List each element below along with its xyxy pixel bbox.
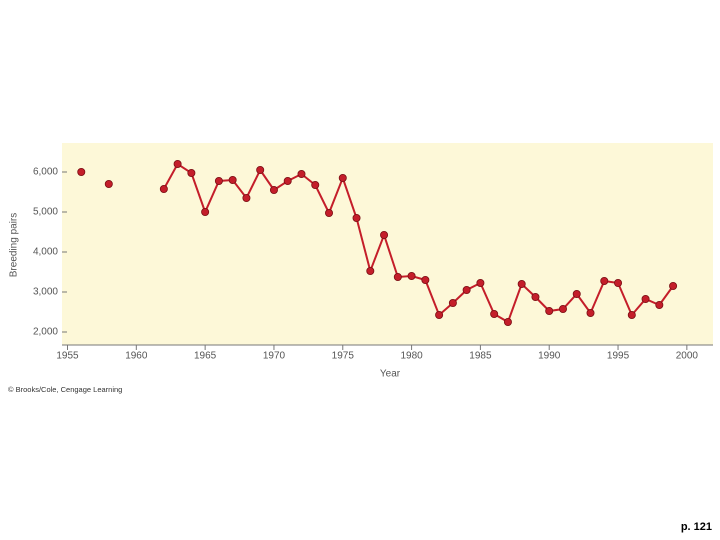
y-tick-label: 5,000 bbox=[33, 207, 58, 218]
y-tick-label: 4,000 bbox=[33, 247, 58, 258]
data-point bbox=[448, 298, 457, 307]
data-point bbox=[366, 266, 375, 275]
data-point bbox=[572, 289, 581, 298]
data-point bbox=[104, 179, 113, 188]
data-point bbox=[297, 169, 306, 178]
data-point bbox=[614, 278, 623, 287]
data-point bbox=[201, 207, 210, 216]
data-point bbox=[421, 275, 430, 284]
x-axis-label: Year bbox=[380, 369, 401, 380]
x-tick-label: 1970 bbox=[263, 351, 286, 362]
x-tick-label: 1975 bbox=[332, 351, 355, 362]
page-number: p. 121 bbox=[681, 521, 712, 533]
x-tick-label: 1985 bbox=[469, 351, 492, 362]
x-tick-label: 1990 bbox=[538, 351, 561, 362]
y-tick-label: 6,000 bbox=[33, 167, 58, 178]
data-point bbox=[476, 278, 485, 287]
y-tick-label: 2,000 bbox=[33, 327, 58, 338]
data-point bbox=[435, 310, 444, 319]
x-tick-label: 1995 bbox=[607, 351, 630, 362]
data-point bbox=[269, 185, 278, 194]
data-point bbox=[352, 213, 361, 222]
x-tick-label: 1960 bbox=[125, 351, 148, 362]
data-point bbox=[490, 309, 499, 318]
data-point bbox=[641, 294, 650, 303]
data-point bbox=[462, 285, 471, 294]
x-tick-label: 1955 bbox=[56, 351, 79, 362]
data-point bbox=[407, 271, 416, 280]
data-point bbox=[214, 176, 223, 185]
data-point bbox=[600, 276, 609, 285]
data-point bbox=[669, 281, 678, 290]
data-point bbox=[242, 193, 251, 202]
data-point bbox=[338, 173, 347, 182]
data-point bbox=[173, 159, 182, 168]
data-point bbox=[517, 279, 526, 288]
data-point bbox=[283, 176, 292, 185]
data-point bbox=[655, 300, 664, 309]
data-point bbox=[311, 180, 320, 189]
y-axis-label: Breeding pairs bbox=[9, 213, 20, 277]
data-point bbox=[627, 310, 636, 319]
x-tick-label: 1965 bbox=[194, 351, 217, 362]
data-point bbox=[256, 165, 265, 174]
data-point bbox=[77, 167, 86, 176]
data-point bbox=[558, 304, 567, 313]
credit: © Brooks/Cole, Cengage Learning bbox=[8, 385, 122, 394]
data-point bbox=[503, 317, 512, 326]
data-point bbox=[187, 168, 196, 177]
data-point bbox=[325, 208, 334, 217]
data-point bbox=[393, 272, 402, 281]
data-point bbox=[228, 175, 237, 184]
data-point bbox=[586, 308, 595, 317]
data-point bbox=[159, 184, 168, 193]
data-point bbox=[531, 292, 540, 301]
data-point bbox=[545, 306, 554, 315]
x-tick-label: 2000 bbox=[676, 351, 699, 362]
y-tick-label: 3,000 bbox=[33, 287, 58, 298]
x-tick-label: 1980 bbox=[400, 351, 423, 362]
data-point bbox=[380, 230, 389, 239]
